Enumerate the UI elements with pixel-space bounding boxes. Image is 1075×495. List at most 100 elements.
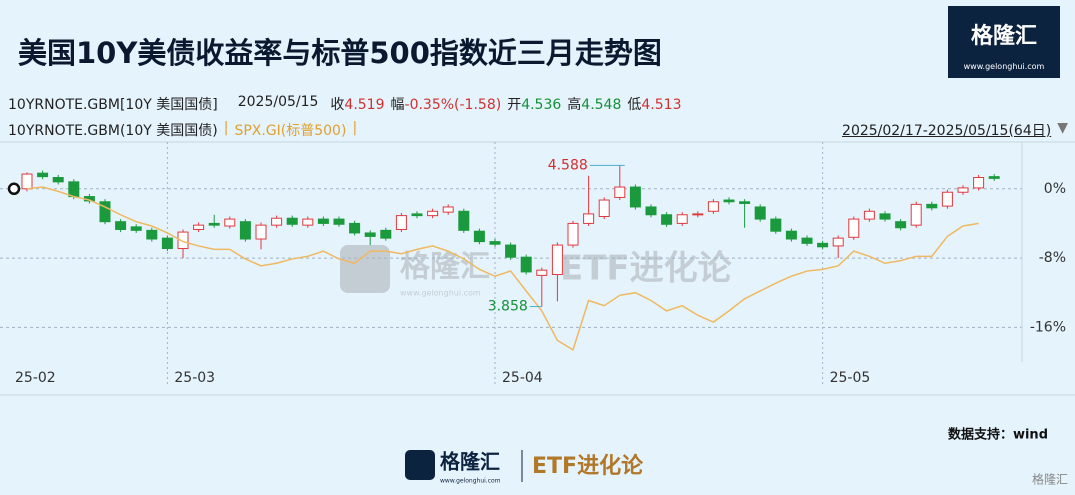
candle-body [458,210,470,231]
candle-body [395,215,407,230]
footer-icon [405,450,435,480]
source: 数据支持：wind [948,427,1048,443]
candle-body [895,221,907,229]
candle-body [754,206,766,220]
candle-body [770,218,782,232]
value: -0.35%(-1.58) [404,97,502,113]
candle-body [801,237,813,244]
candle-body [68,181,80,198]
x-tick-label: 25-03 [174,370,215,386]
label: 幅 [390,97,405,113]
candle-body [614,186,626,198]
candle-body [739,201,751,204]
candle-body [21,173,33,190]
date: 2025/05/15 [237,94,319,110]
candle-body [208,222,220,226]
footer-logo: 格隆汇 [440,450,500,474]
candle-body [567,222,579,246]
candle-body [255,224,267,240]
value: 4.519 [344,97,385,113]
candle-body [863,210,875,220]
y-tick-label: -8% [1039,250,1066,266]
annotation: 4.588 [548,157,588,173]
candle-body [505,244,517,258]
annotation: 3.858 [488,299,528,315]
candle-body [817,242,829,248]
candle-body [629,186,641,208]
candle-body [349,222,361,234]
candle-body [411,213,423,217]
candle-body [520,256,532,273]
x-tick-label: 25-04 [502,370,543,386]
candle-body [364,232,376,237]
value: 4.548 [581,97,622,113]
footer-brand: ETF进化论 [532,453,644,479]
logo-site: www.gelonghui.com [963,62,1045,71]
corner-logo: 格隆汇 [1032,472,1068,487]
value: 4.513 [641,97,682,113]
y-tick-label: -16% [1030,319,1066,335]
candle-body [442,206,454,213]
range: 2025/02/17-2025/05/15(64日) [842,123,1052,139]
wm-site: www.gelonghui.com [400,289,481,298]
candle-body [271,217,283,226]
candle-body [723,199,735,203]
candle-body [707,201,719,212]
x-tick-label: 25-02 [15,370,56,386]
label: 收 [330,97,345,113]
candle-body [926,203,938,209]
title: 美国10Y美债收益率与标普500指数近三月走势图 [18,36,662,70]
candle-body [473,230,485,243]
candle-body [161,237,173,250]
candle-body [676,214,688,224]
candle-body [317,218,329,224]
legend-sep: | [352,120,358,136]
candle-body [239,221,251,240]
candle-body [99,201,111,223]
candle-body [536,269,548,276]
candle-body [661,214,673,225]
candle-body [193,224,205,230]
candle-body [973,177,985,189]
candle-body [598,199,610,217]
candle-body [302,218,314,226]
candle-body [785,230,797,240]
candle-body [224,218,236,227]
candle-body [427,210,439,217]
x-tick-label: 25-05 [830,370,871,386]
compare-line [26,186,979,352]
cursor-marker [7,182,21,196]
candle-body [37,172,49,178]
candle-body [583,213,595,224]
symbol: 10YRNOTE.GBM[10Y 美国国债] [8,97,218,113]
candle-body [489,241,501,245]
candle-body [286,217,298,225]
legend-sep: | [223,120,229,136]
candle-body [551,244,563,276]
candle-body [910,203,922,226]
logo-text: 格隆汇 [970,24,1037,49]
candle-body [848,218,860,238]
logo: 格隆汇 www.gelonghui.com [948,6,1060,78]
candle-body [832,237,844,247]
candle-body [52,177,64,183]
candle-body [380,229,392,239]
candle-body [115,221,127,230]
candle-body [333,218,345,225]
footer-site: www.gelonghui.com [440,478,501,485]
y-tick-label: 0% [1044,181,1066,197]
candle-body [988,176,1000,179]
label: 高 [567,97,582,113]
candle-body [957,187,969,193]
legend: 10YRNOTE.GBM(10Y 美国国债) | SPX.GI(标普500) |… [8,120,1068,139]
candle-body [146,229,158,240]
quote-line: 10YRNOTE.GBM[10Y 美国国债] 2025/05/15 收4.519… [8,94,681,114]
value: 4.536 [521,97,562,113]
watermark: 格隆汇 www.gelonghui.com ETF进化论 [340,245,733,298]
legend-compare: SPX.GI(标普500) [234,123,347,139]
label: 开 [507,97,522,113]
candle-body [130,226,142,231]
candle-body [941,191,953,207]
